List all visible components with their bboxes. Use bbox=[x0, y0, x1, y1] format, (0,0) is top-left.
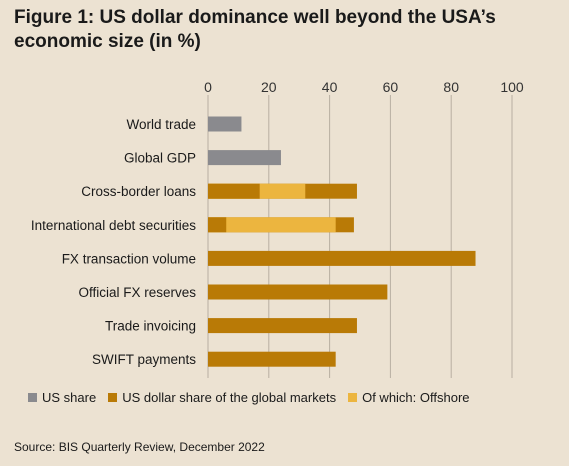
legend-swatch-offshore bbox=[348, 393, 358, 402]
legend-label-us-share: US share bbox=[42, 390, 97, 405]
legend-label-offshore: Of which: Offshore bbox=[362, 390, 470, 405]
chart-title: Figure 1: US dollar dominance well beyon… bbox=[14, 7, 496, 52]
bar bbox=[208, 150, 281, 166]
x-tick-label: 40 bbox=[322, 79, 338, 95]
bar bbox=[208, 183, 260, 199]
bar bbox=[208, 318, 357, 334]
legend-label-usd-share: US dollar share of the global markets bbox=[122, 390, 337, 405]
category-label: Global GDP bbox=[124, 151, 196, 166]
bar-chart: 0 20 40 60 80 100 World trade Global GDP Cross-b… bbox=[31, 79, 524, 378]
category-label: Cross-border loans bbox=[81, 184, 196, 199]
bar bbox=[208, 284, 388, 300]
legend-swatch-us-share bbox=[28, 393, 37, 402]
category-label: International debt securities bbox=[31, 218, 196, 233]
bar bbox=[208, 351, 336, 367]
legend-item-offshore: Of which: Offshore bbox=[348, 390, 470, 405]
bar bbox=[208, 250, 476, 266]
x-tick-label: 20 bbox=[261, 79, 277, 95]
category-label: Official FX reserves bbox=[78, 285, 196, 300]
category-label: Trade invoicing bbox=[105, 319, 196, 334]
legend-item-us-share: US share bbox=[28, 390, 96, 405]
source-note: Source: BIS Quarterly Review, December 2… bbox=[14, 440, 265, 454]
x-tick-label: 100 bbox=[500, 79, 524, 95]
bar bbox=[208, 217, 227, 233]
legend-item-usd-share: US dollar share of the global markets bbox=[108, 390, 336, 405]
legend-swatch-usd-share bbox=[108, 393, 118, 402]
x-tick-label: 0 bbox=[204, 79, 212, 95]
bar bbox=[208, 217, 336, 233]
category-label: FX transaction volume bbox=[62, 251, 196, 266]
legend: US share US dollar share of the global m… bbox=[28, 390, 482, 405]
bar bbox=[208, 116, 242, 132]
x-tick-label: 80 bbox=[443, 79, 459, 95]
x-tick-label: 60 bbox=[383, 79, 399, 95]
category-label: World trade bbox=[126, 117, 196, 132]
category-label: SWIFT payments bbox=[92, 352, 196, 367]
